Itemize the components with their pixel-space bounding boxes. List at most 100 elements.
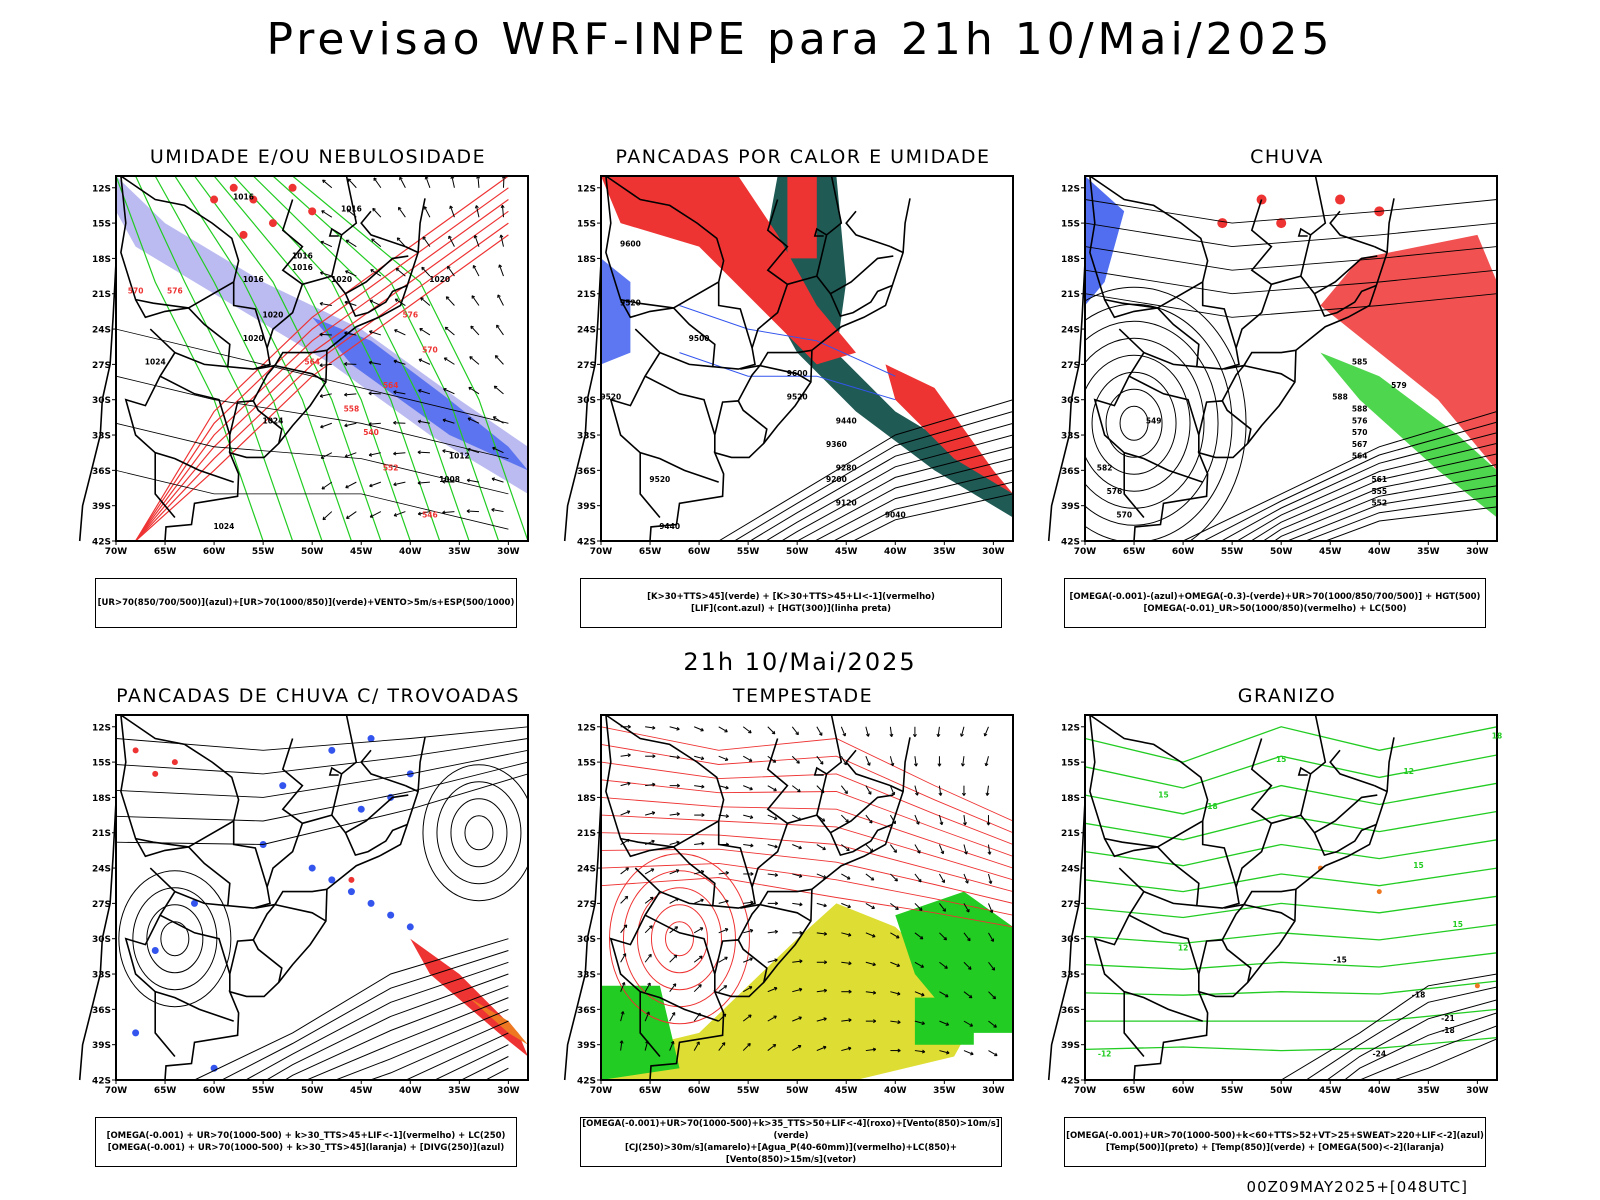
contour-label: 15	[1158, 790, 1168, 799]
lon-tick-label: 65W	[1123, 1086, 1146, 1096]
temp500-contour	[1280, 973, 1497, 1080]
wind-arrow-head	[492, 416, 497, 420]
wind-arrow-head	[347, 178, 352, 182]
lat-tick-label: 30S	[92, 935, 111, 945]
wind-vector-head	[773, 816, 778, 820]
map-legend: [K>30+TTS>45](verde) + [K>30+TTS>45+LI<-…	[580, 578, 1002, 628]
country-border	[1157, 282, 1240, 370]
humidity-contour-green	[154, 176, 323, 541]
temp850-contour	[1085, 895, 1497, 919]
wind-vector	[644, 896, 654, 904]
contour-label: 561	[1371, 475, 1387, 484]
lon-tick-label: 35W	[933, 1086, 956, 1096]
wind-arrow-head	[445, 296, 450, 300]
streamline	[116, 761, 528, 822]
wind-vector	[865, 726, 869, 737]
moisture-red	[308, 207, 317, 216]
country-border	[1243, 888, 1297, 906]
lc850-circulation	[664, 921, 694, 957]
wind-arrow	[344, 452, 357, 458]
country-border	[229, 939, 283, 992]
country-border	[252, 364, 277, 402]
lat-tick-label: 36S	[92, 467, 111, 477]
wind-vector-head	[798, 987, 803, 992]
pressure-contour	[116, 422, 509, 495]
wind-arrow	[322, 179, 333, 189]
temp850-contour	[1085, 923, 1497, 945]
lat-tick-label: 24S	[1061, 326, 1080, 336]
wind-vector-head	[921, 1049, 926, 1054]
country-border	[328, 227, 343, 237]
wind-arrow	[497, 294, 504, 306]
wind-vector-head	[867, 791, 872, 795]
wind-arrow	[420, 297, 431, 306]
wind-arrow-head	[344, 454, 349, 458]
coastline-east	[164, 737, 426, 1081]
wind-vector-head	[797, 788, 801, 793]
wind-vector	[645, 812, 655, 816]
map-field	[116, 726, 528, 1080]
lat-tick-label: 27S	[92, 361, 111, 371]
humidity-contour-green	[116, 176, 264, 541]
panel-tempestade: TEMPESTADE 12S 15S 18S 21S 24S 27S 30S 33S 36S 39…	[563, 685, 1043, 1185]
thickness-contour-red	[135, 199, 509, 541]
wind-vector-head	[698, 984, 702, 988]
panel-pancadas-calor: PANCADAS POR CALOR E UMIDADE 12S 15S 18S 21…	[563, 146, 1043, 646]
wind-arrow	[320, 271, 332, 277]
lon-tick-label: 30W	[982, 1086, 1005, 1096]
lif-blue	[601, 258, 631, 365]
moisture-red	[239, 230, 248, 239]
divergence-blue	[190, 899, 198, 907]
wind-arrow-head	[368, 422, 372, 427]
contour-label: 1024	[213, 522, 234, 531]
moisture-red	[249, 195, 258, 204]
wind-vector	[841, 902, 851, 908]
wind-vector-head	[624, 895, 629, 900]
wind-vector-head	[873, 1019, 877, 1024]
wind-vector	[620, 924, 628, 934]
wind-vector	[914, 903, 923, 911]
country-border	[673, 282, 756, 370]
contour-label: 9280	[836, 463, 857, 472]
contour-label: 1008	[439, 475, 460, 484]
wind-vector-head	[721, 1042, 726, 1046]
lat-tick-label: 18S	[92, 255, 111, 265]
wind-vector-head	[937, 763, 942, 767]
lon-tick-label: 40W	[884, 547, 907, 557]
wind-arrow-head	[469, 356, 473, 360]
wind-arrow-head	[497, 294, 501, 298]
wind-vector-head	[945, 993, 949, 998]
wind-vector	[718, 900, 729, 904]
temp850-contour	[1085, 810, 1497, 841]
country-border	[1093, 867, 1203, 1022]
divergence-blue	[151, 946, 159, 954]
contour-label: 576	[1107, 487, 1123, 496]
wind-arrow	[344, 422, 357, 427]
hgt500-contour	[1262, 464, 1497, 541]
lon-tick-label: 40W	[1368, 1086, 1391, 1096]
contour-label: 546	[422, 510, 438, 519]
wind-vector-head	[846, 876, 851, 880]
lon-tick-label: 55W	[1221, 1086, 1244, 1096]
wind-vector	[939, 932, 947, 941]
wind-vector	[963, 1020, 973, 1027]
divergence-blue	[328, 746, 336, 754]
wind-vector	[865, 932, 876, 938]
page-title: Previsao WRF-INPE para 21h 10/Mai/2025	[266, 14, 1334, 65]
wind-vector	[937, 726, 940, 737]
wind-vector-head	[673, 954, 678, 959]
wind-vector-head	[889, 733, 894, 738]
wind-vector	[841, 961, 852, 965]
wind-vector	[987, 844, 991, 855]
lc250-circulation	[422, 764, 528, 902]
wind-vector	[767, 1015, 777, 1022]
hgt300-contour	[813, 469, 1013, 541]
wind-arrow-head	[321, 210, 325, 214]
lon-tick-label: 60W	[203, 1086, 226, 1096]
country-border	[639, 991, 661, 1058]
wind-vector	[694, 785, 705, 788]
wind-vector-head	[913, 763, 918, 767]
country-border	[1198, 400, 1252, 453]
wind-arrow-head	[368, 360, 373, 365]
divergence-blue	[279, 782, 287, 790]
